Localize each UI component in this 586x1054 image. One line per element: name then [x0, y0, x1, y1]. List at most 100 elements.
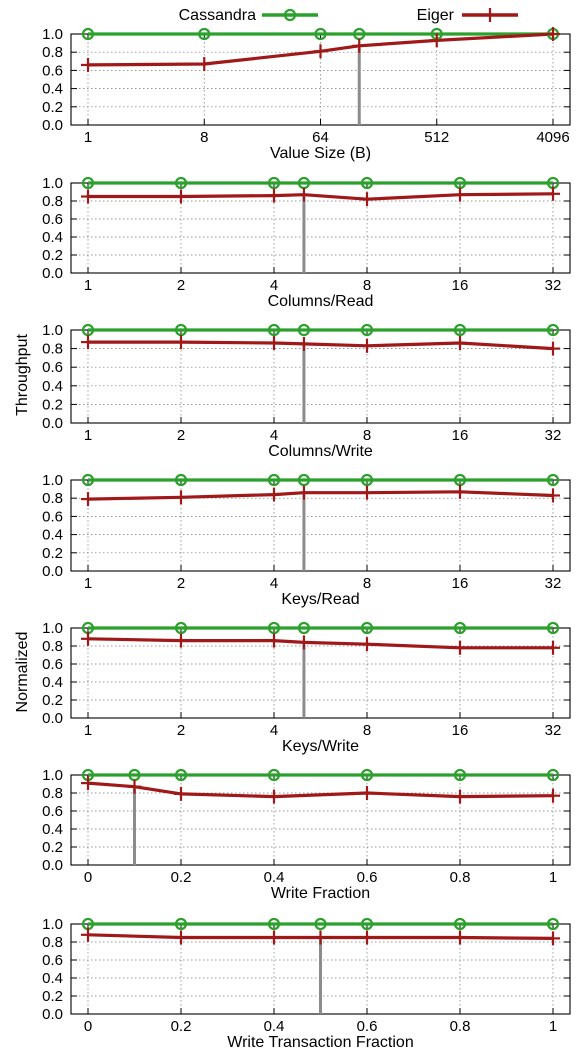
data-point-cassandra	[267, 768, 281, 782]
data-point-eiger	[453, 484, 467, 499]
data-point-eiger	[127, 779, 142, 794]
chart-panel-4: 0.00.20.4 0.60.81.0 1 2 4 8 16 32 Keys/Read	[42, 472, 571, 608]
data-point-eiger	[81, 335, 95, 350]
data-point-eiger	[296, 187, 311, 202]
data-point-eiger	[360, 637, 374, 652]
legend-marker-cassandra	[283, 8, 297, 22]
x-tick-label: 32	[545, 427, 562, 444]
x-tick-label: 4	[270, 427, 278, 444]
y-tick-label: 1.0	[42, 916, 63, 933]
data-point-eiger	[296, 635, 311, 650]
x-tick-label: 0	[84, 869, 92, 886]
data-point-cassandra	[198, 27, 211, 41]
data-point-eiger	[546, 341, 560, 356]
x-axis-label: Write Transaction Fraction	[227, 1034, 413, 1051]
data-point-eiger	[296, 336, 311, 351]
data-point-cassandra	[453, 917, 467, 931]
x-tick-label: 1	[84, 575, 92, 592]
y-axis-label: Normalized Throughput	[14, 334, 31, 713]
data-point-cassandra	[174, 473, 188, 487]
x-tick-label: 1	[84, 722, 92, 739]
x-tick-label: 0.8	[450, 1018, 471, 1035]
legend-sample-cassandra	[262, 8, 318, 22]
data-point-eiger	[360, 786, 374, 800]
x-tick-label: 4	[270, 722, 278, 739]
y-tick-label: 0.0	[42, 117, 63, 134]
data-point-cassandra	[360, 768, 374, 782]
y-tick-label: 0.6	[42, 656, 63, 673]
data-point-cassandra	[267, 917, 281, 931]
x-tick-label: 0.8	[450, 869, 471, 886]
y-axis-label-upper: Throughput	[14, 334, 31, 416]
y-tick-label: 1.0	[42, 26, 63, 43]
x-tick-label: 0.6	[357, 869, 378, 886]
data-point-cassandra	[174, 176, 188, 190]
series-line-eiger	[87, 637, 553, 650]
y-axis-label-lower: Normalized	[14, 632, 31, 713]
data-point-eiger	[546, 640, 560, 655]
data-point-cassandra	[314, 917, 327, 931]
data-point-cassandra	[360, 176, 374, 190]
x-tick-label: 32	[545, 575, 562, 592]
x-axis-label: Write Fraction	[271, 885, 370, 902]
data-point-eiger	[453, 187, 467, 202]
series-line-eiger	[87, 32, 554, 67]
data-point-cassandra	[297, 473, 311, 487]
data-point-eiger	[453, 930, 467, 945]
y-tick-label: 0.0	[42, 1006, 63, 1023]
y-tick-label: 0.6	[42, 359, 63, 376]
data-point-cassandra	[546, 768, 560, 782]
data-point-cassandra	[174, 621, 188, 635]
y-tick-label: 0.2	[42, 247, 63, 264]
y-tick-label: 0.8	[42, 638, 63, 655]
y-tick-label: 1.0	[42, 620, 63, 637]
y-tick-label: 0.2	[42, 545, 63, 562]
data-point-cassandra	[174, 917, 188, 931]
data-point-eiger	[81, 927, 95, 942]
data-point-eiger	[81, 57, 95, 72]
x-axis-label: Keys/Write	[282, 738, 359, 755]
y-tick-label: 0.6	[42, 508, 63, 525]
data-point-cassandra	[314, 27, 327, 41]
data-point-cassandra	[81, 176, 95, 190]
data-point-cassandra	[546, 917, 560, 931]
x-tick-label: 1	[84, 277, 92, 294]
legend: Cassandra Eiger	[179, 7, 518, 24]
data-point-eiger	[296, 485, 311, 500]
y-tick-label: 1.0	[42, 175, 63, 192]
data-point-eiger	[267, 789, 281, 804]
series-line-eiger	[87, 781, 554, 799]
x-tick-label: 2	[177, 575, 185, 592]
data-point-eiger	[352, 38, 367, 53]
x-axis-label: Keys/Read	[281, 591, 359, 608]
data-point-eiger	[197, 57, 212, 72]
x-tick-label: 16	[452, 575, 469, 592]
x-tick-label: 16	[452, 277, 469, 294]
x-tick-label: 4	[270, 277, 278, 294]
x-tick-label: 2	[177, 427, 185, 444]
y-tick-label: 0.4	[42, 81, 63, 98]
x-tick-label: 512	[424, 129, 449, 146]
x-tick-label: 2	[177, 722, 185, 739]
x-tick-label: 0.4	[264, 869, 285, 886]
y-tick-label: 0.8	[42, 934, 63, 951]
y-tick-label: 0.2	[42, 396, 63, 413]
y-tick-label: 0.4	[42, 970, 63, 987]
y-tick-label: 0.4	[42, 378, 63, 395]
data-point-eiger	[174, 930, 188, 945]
data-point-eiger	[81, 776, 95, 791]
x-tick-label: 32	[545, 722, 562, 739]
x-tick-label: 16	[452, 722, 469, 739]
data-point-cassandra	[267, 621, 281, 635]
y-tick-label: 0.2	[42, 988, 63, 1005]
data-point-cassandra	[453, 323, 467, 337]
series-line-eiger	[88, 340, 554, 351]
chart-panel-2: 0.00.20.40.60.81.0 1 2 4 8 16 32 Columns/Read	[42, 175, 571, 310]
y-tick-label: 0.6	[42, 211, 63, 228]
x-tick-label: 8	[200, 129, 208, 146]
x-tick-label: 4096	[536, 129, 569, 146]
data-point-cassandra	[267, 176, 281, 190]
data-point-cassandra	[297, 621, 311, 635]
